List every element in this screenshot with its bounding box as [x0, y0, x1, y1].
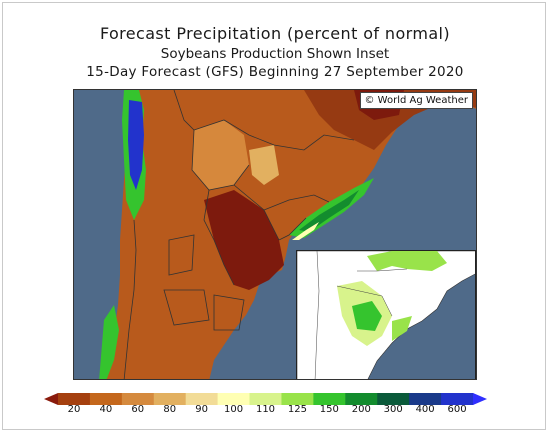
legend-label: 150 [319, 404, 339, 415]
precip-zone-very-wet [299, 190, 359, 232]
legend-swatch [185, 393, 219, 405]
precip-zone-south-wet [99, 305, 119, 379]
legend-swatch [217, 393, 251, 405]
forecast-period: 15-Day Forecast (GFS) Beginning 27 Septe… [86, 64, 464, 80]
legend-label: 90 [195, 404, 209, 415]
legend-arrow-low [44, 393, 58, 405]
legend-label: 400 [415, 404, 435, 415]
legend-label: 60 [131, 404, 145, 415]
inset-soy-east [392, 316, 412, 341]
legend-swatch [345, 393, 378, 405]
map-subtitle: Soybeans Production Shown Inset [160, 46, 390, 62]
legend-swatch [409, 393, 442, 405]
legend-swatch [377, 393, 410, 405]
precipitation-map: © World Ag Weather [73, 89, 477, 380]
legend-label: 100 [224, 404, 244, 415]
precip-zone-near-normal [292, 222, 319, 240]
legend-label: 125 [287, 404, 307, 415]
legend-label: 200 [351, 404, 371, 415]
legend-labels: 20 40 60 80 90 100 110 125 150 200 300 400 600 [44, 404, 487, 418]
legend-swatch [249, 393, 282, 405]
legend-swatch [121, 393, 155, 405]
inset-soy-core [352, 301, 382, 331]
legend-colorbar [44, 393, 487, 405]
inset-borders [314, 251, 408, 379]
legend-label: 80 [163, 404, 177, 415]
legend-label: 40 [99, 404, 113, 415]
legend-label: 600 [447, 404, 467, 415]
map-canvas [74, 90, 476, 379]
legend-swatch [441, 393, 474, 405]
legend-swatch [58, 393, 91, 405]
precip-zone-andes-very-wet [128, 100, 144, 190]
inset-soy-north [367, 251, 447, 271]
legend-label: 300 [383, 404, 403, 415]
legend-swatch [153, 393, 187, 405]
legend-arrow-high [473, 393, 487, 405]
legend-label: 20 [67, 404, 81, 415]
soybean-inset-map [296, 250, 476, 379]
credit-label: © World Ag Weather [359, 92, 473, 109]
precip-zone-pale [249, 145, 279, 185]
precip-zone-light [192, 120, 249, 190]
map-title: Forecast Precipitation (percent of norma… [99, 24, 451, 43]
inset-canvas [297, 251, 475, 379]
country-borders [123, 90, 355, 379]
legend-swatch [281, 393, 314, 405]
legend-swatch [89, 393, 123, 405]
legend-label: 110 [255, 404, 276, 415]
legend-swatch [313, 393, 346, 405]
